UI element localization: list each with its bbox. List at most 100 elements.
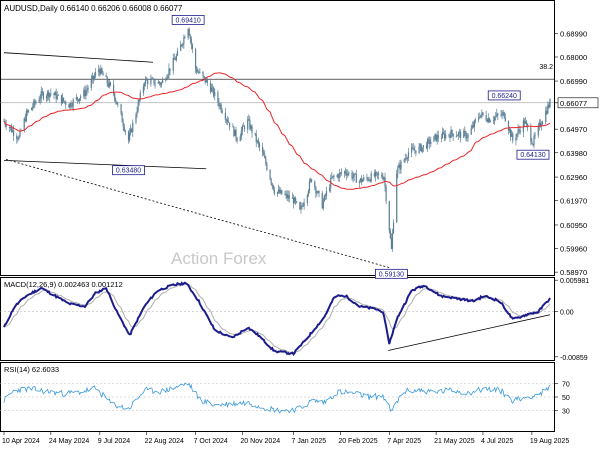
candle-body: [345, 171, 347, 174]
candle-body: [33, 100, 35, 107]
candle-body: [254, 132, 256, 135]
candle-body: [135, 114, 137, 123]
candle-body: [318, 191, 320, 193]
candle-body: [166, 77, 168, 80]
date-tick-label: 7 Apr 2025: [387, 438, 421, 445]
candle-body: [415, 150, 417, 154]
candle-body: [220, 104, 222, 111]
candle-body: [250, 125, 252, 129]
candle-body: [213, 87, 215, 96]
candle-body: [369, 179, 371, 182]
candle-body: [306, 194, 308, 203]
candle-body: [243, 126, 246, 130]
candle-body: [291, 197, 294, 199]
candle-body: [247, 119, 249, 130]
candle-body: [337, 175, 339, 179]
candle-body: [481, 112, 483, 115]
candle-body: [182, 44, 184, 46]
candle-body: [175, 55, 178, 61]
candle-body: [348, 172, 350, 174]
candle-body: [132, 122, 134, 132]
candle-body: [99, 69, 101, 75]
candle-body: [500, 114, 502, 116]
candle-body: [85, 90, 87, 96]
candle-body: [256, 140, 258, 142]
candle-body: [184, 37, 186, 39]
candle-body: [113, 84, 115, 94]
candle-body: [450, 130, 452, 138]
candle-body: [172, 58, 174, 71]
candle-body: [363, 177, 365, 180]
candle-body: [32, 106, 34, 108]
candle-body: [72, 99, 74, 107]
candle-body: [508, 129, 511, 131]
candle-body: [281, 190, 283, 195]
candle-body: [511, 133, 513, 137]
candle-body: [76, 97, 79, 100]
candle-body: [323, 195, 325, 202]
candle-body: [373, 173, 375, 177]
candle-body: [494, 117, 496, 121]
candle-body: [295, 197, 297, 202]
swing-label-box: [375, 268, 408, 279]
candle-body: [239, 136, 241, 142]
candle-body: [296, 201, 298, 203]
candle-body: [442, 132, 445, 134]
candle-body: [478, 117, 480, 120]
candle-body: [63, 97, 65, 102]
candle-body: [49, 93, 51, 98]
macd-tick-label: 0.005981: [560, 278, 589, 285]
candle-body: [214, 92, 216, 96]
candle-body: [94, 72, 97, 76]
candle-body: [205, 79, 207, 83]
candle-body: [10, 127, 13, 132]
macd-line: [3, 281, 551, 356]
candle-body: [368, 179, 370, 181]
candle-body: [84, 90, 86, 96]
macd-series: [0, 281, 554, 356]
price-tick-label: 0.63980: [560, 149, 587, 158]
candle-body: [531, 141, 533, 144]
candle-body: [545, 110, 547, 123]
candle-body: [209, 83, 212, 92]
candle-body: [496, 113, 498, 117]
candle-body: [173, 58, 175, 60]
candle-body: [98, 69, 100, 73]
candle-body: [489, 121, 491, 123]
date-tick-label: 21 May 2025: [434, 438, 475, 445]
candle-body: [412, 147, 414, 149]
candle-body: [293, 197, 296, 204]
price-tick-label: 0.61970: [560, 197, 587, 206]
candle-body: [456, 135, 459, 137]
candle-body: [190, 39, 192, 45]
candle-body: [144, 78, 147, 84]
candle-body: [375, 172, 378, 173]
candle-body: [174, 59, 176, 61]
candle-body: [255, 134, 257, 142]
macd-trendline: [388, 314, 551, 351]
candle-body: [358, 181, 361, 183]
candle-body: [187, 28, 189, 39]
candle-body: [329, 187, 331, 191]
rsi-tick-label: 50: [562, 395, 570, 402]
candle-body: [150, 79, 152, 85]
candle-body: [404, 158, 406, 160]
date-axis: 10 Apr 2024 24 May 2024 9 Jul 2024 22 Aug 2…: [2, 432, 569, 445]
candle-body: [136, 111, 138, 115]
candle-body: [101, 68, 103, 73]
candle-body: [180, 44, 182, 51]
swing-label-box: [516, 149, 550, 160]
candle-body: [39, 98, 41, 101]
candle-body: [217, 92, 219, 103]
candle-body: [188, 28, 190, 36]
candle-body: [106, 76, 108, 84]
date-tick-label: 9 Jul 2024: [98, 438, 130, 445]
candle-body: [152, 78, 154, 80]
candle-body: [338, 172, 340, 179]
candle-body: [284, 194, 286, 195]
candle-body: [427, 139, 429, 149]
candle-body: [167, 75, 169, 78]
candle-body: [8, 127, 10, 129]
candle-body: [492, 120, 495, 122]
candle-body: [242, 125, 245, 127]
